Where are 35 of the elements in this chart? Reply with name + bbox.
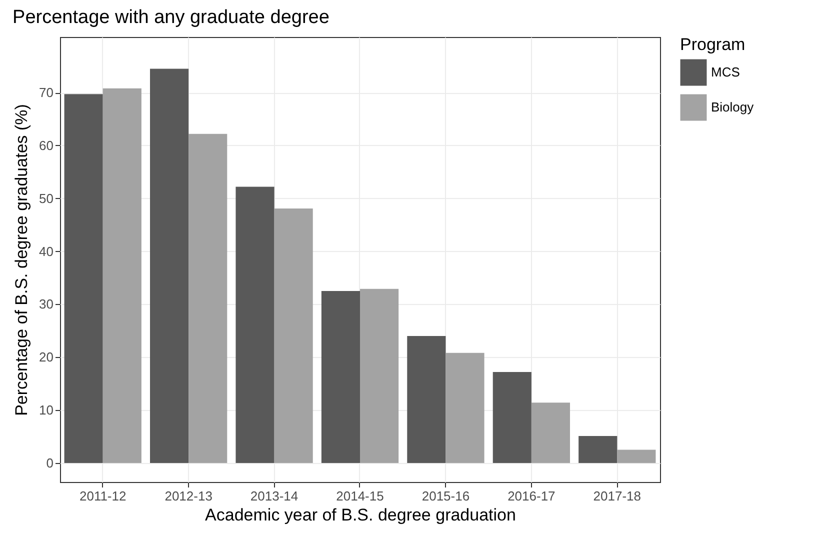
bar <box>407 336 446 463</box>
bar <box>102 88 142 463</box>
x-tick-label: 2015-16 <box>422 488 470 504</box>
y-tick-label: 0 <box>46 455 54 470</box>
legend-label: Biology <box>711 100 754 114</box>
y-tick-label: 10 <box>39 402 54 418</box>
x-tick-label: 2017-18 <box>593 488 641 504</box>
x-tick-label: 2012-13 <box>164 488 212 504</box>
bar <box>150 68 189 463</box>
y-axis-title: Percentage of B.S. degree graduates (%) <box>12 104 32 416</box>
y-tick-label: 50 <box>39 190 54 206</box>
bar <box>64 94 103 463</box>
bar <box>531 402 570 463</box>
y-tick-label: 70 <box>39 85 54 100</box>
bar <box>188 134 228 463</box>
bar <box>446 352 484 463</box>
y-tick-label: 60 <box>39 138 54 153</box>
legend-title: Program <box>680 35 746 54</box>
y-tick-label: 20 <box>39 350 54 365</box>
legend-label: MCS <box>711 64 740 80</box>
x-tick-label: 2011-12 <box>79 488 126 504</box>
chart-title: Percentage with any graduate degree <box>12 7 330 28</box>
x-axis-title: Academic year of B.S. degree graduation <box>205 506 516 524</box>
bar <box>360 288 399 463</box>
x-tick-label: 2014-15 <box>336 488 384 504</box>
bar <box>236 186 274 463</box>
bar <box>578 436 618 463</box>
bar <box>492 372 532 463</box>
x-tick-label: 2013-14 <box>250 488 298 504</box>
bar <box>321 290 360 463</box>
y-tick-label: 30 <box>39 296 54 312</box>
y-tick-label: 40 <box>39 244 54 259</box>
bar <box>274 208 313 463</box>
bar <box>617 450 656 463</box>
x-tick-label: 2016-17 <box>508 488 556 504</box>
